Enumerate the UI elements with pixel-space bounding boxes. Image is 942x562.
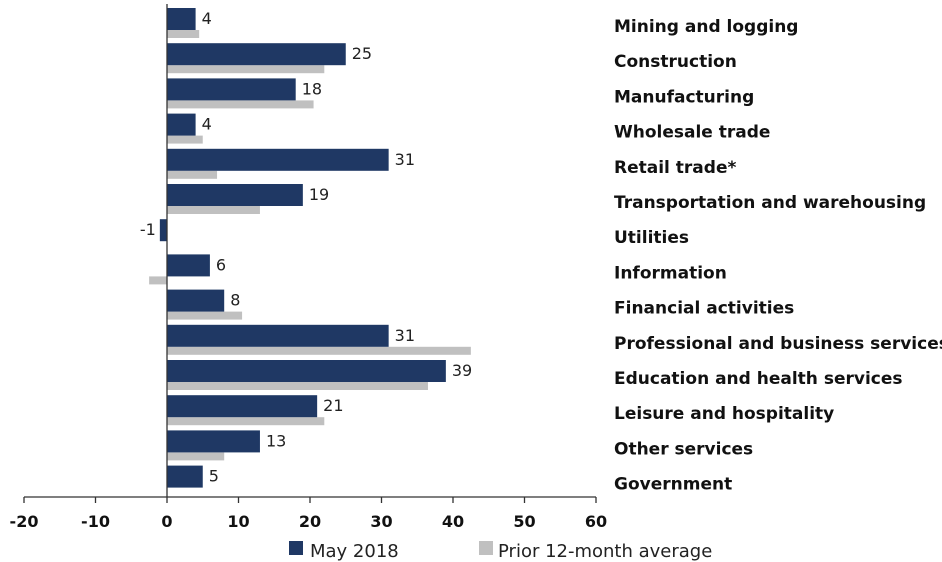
category-label-education-and-health-services: Education and health services (614, 369, 903, 389)
x-axis: -20 -10 0 10 20 30 40 50 60 (10, 4, 607, 531)
value-label-utilities: -1 (140, 220, 156, 239)
category-label-financial-activities: Financial activities (614, 299, 794, 319)
category-labels: Mining and logging Construction Manufactur… (614, 17, 942, 495)
legend-swatch-prior-12-month-average (479, 541, 493, 555)
bar-may-2018-wholesale-trade (167, 113, 196, 136)
bar-may-2018-manufacturing (167, 78, 296, 101)
category-label-transportation-and-warehousing: Transportation and warehousing (614, 193, 926, 213)
bar-may-2018-government (167, 465, 203, 488)
value-label-retail-trade: 31 (395, 150, 415, 169)
value-label-construction: 25 (352, 44, 372, 63)
value-label-mining-and-logging: 4 (202, 9, 212, 28)
value-label-transportation-and-warehousing: 19 (309, 185, 329, 204)
bar-prior-12-month-average-manufacturing (167, 100, 314, 109)
category-label-construction: Construction (614, 52, 737, 72)
category-label-mining-and-logging: Mining and logging (614, 17, 798, 37)
value-label-government: 5 (209, 467, 219, 486)
legend: May 2018 Prior 12-month average (289, 541, 712, 562)
bar-prior-12-month-average-other-services (167, 452, 225, 461)
value-label-leisure-and-hospitality: 21 (323, 396, 343, 415)
category-label-leisure-and-hospitality: Leisure and hospitality (614, 404, 834, 424)
bar-may-2018-mining-and-logging (167, 8, 196, 30)
bar-may-2018-financial-activities (167, 289, 225, 312)
bar-may-2018-leisure-and-hospitality (167, 395, 318, 418)
bar-may-2018-retail-trade (167, 148, 389, 171)
x-tick-label-30: 30 (370, 512, 392, 531)
value-labels: 4 25 18 4 31 19 -1 68 31 39 21 13 5 (140, 9, 472, 486)
x-tick-label-20: -20 (10, 512, 39, 531)
bar-may-2018-transportation-and-warehousing (167, 184, 303, 206)
value-label-education-and-health-services: 39 (452, 361, 472, 380)
category-label-manufacturing: Manufacturing (614, 87, 754, 107)
bar-may-2018-education-and-health-services (167, 360, 446, 382)
x-tick-label-20: 20 (299, 512, 321, 531)
category-label-utilities: Utilities (614, 228, 689, 248)
bar-may-2018-utilities (159, 219, 167, 242)
bar-prior-12-month-average-leisure-and-hospitality (167, 417, 325, 426)
category-label-retail-trade: Retail trade* (614, 158, 736, 178)
value-label-manufacturing: 18 (302, 79, 322, 98)
x-tick-label-60: 60 (585, 512, 607, 531)
bar-may-2018-information (167, 254, 210, 277)
value-label-other-services: 13 (266, 431, 286, 450)
bar-may-2018-construction (167, 43, 346, 66)
legend-swatch-may-2018 (289, 541, 303, 555)
value-label-wholesale-trade: 4 (202, 115, 212, 134)
category-label-government: Government (614, 475, 732, 495)
bar-prior-12-month-average-construction (167, 65, 325, 74)
x-tick-label-10: -10 (81, 512, 110, 531)
bar-prior-12-month-average-transportation-and-warehousing (167, 206, 260, 214)
x-tick-label-0: 0 (161, 512, 172, 531)
bar-may-2018-professional-and-business-services (167, 324, 389, 347)
bar-may-2018-other-services (167, 430, 260, 453)
x-tick-label-10: 10 (227, 512, 249, 531)
value-label-financial-activities: 8 (230, 291, 240, 310)
value-label-professional-and-business-services: 31 (395, 326, 415, 345)
legend-label-may-2018: May 2018 (310, 541, 399, 562)
legend-label-prior-12-month-average: Prior 12-month average (498, 541, 712, 562)
bar-prior-12-month-average-education-and-health-services (167, 382, 428, 390)
value-label-information: 6 (216, 255, 226, 274)
bar-prior-12-month-average-wholesale-trade (167, 135, 203, 144)
bar-prior-12-month-average-professional-and-business-services (167, 346, 471, 355)
bar-prior-12-month-average-information (149, 276, 167, 285)
category-label-professional-and-business-services: Professional and business services (614, 334, 942, 354)
bar-prior-12-month-average-retail-trade (167, 170, 218, 179)
bar-prior-12-month-average-mining-and-logging (167, 30, 200, 38)
x-tick-label-40: 40 (442, 512, 464, 531)
bars (149, 8, 471, 488)
bar-prior-12-month-average-financial-activities (167, 311, 243, 320)
category-label-other-services: Other services (614, 439, 753, 459)
category-label-information: Information (614, 263, 727, 283)
category-label-wholesale-trade: Wholesale trade (614, 123, 770, 143)
x-tick-label-50: 50 (513, 512, 535, 531)
